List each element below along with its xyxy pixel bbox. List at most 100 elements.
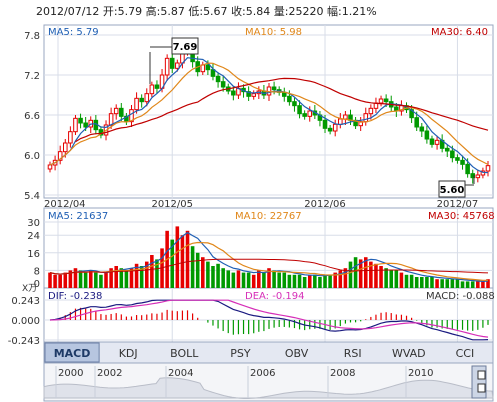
tab-rsi[interactable]: RSI xyxy=(325,343,380,362)
price-tick-label: 5.4 xyxy=(24,191,40,202)
candle-body xyxy=(251,93,257,97)
grid-lines xyxy=(44,25,493,342)
header-change: 1.21% xyxy=(342,5,377,18)
candle-body xyxy=(322,119,328,129)
tab-background[interactable] xyxy=(157,343,212,362)
volume-bar xyxy=(99,274,103,288)
timeline-year-label: 2010 xyxy=(408,368,433,379)
tab-background[interactable] xyxy=(269,343,324,362)
volume-bar xyxy=(333,272,337,288)
tab-label[interactable]: MACD xyxy=(54,347,91,360)
timeline-navigator[interactable]: 2000 2002 2004 2006 2008 2010 xyxy=(43,362,494,402)
volume-bar xyxy=(236,270,241,288)
volume-bar xyxy=(257,270,261,288)
volume-bar xyxy=(313,274,317,288)
tab-psy[interactable]: PSY xyxy=(213,343,268,362)
tab-wvad[interactable]: WVAD xyxy=(381,343,436,362)
volume-bar xyxy=(155,259,159,288)
candle-body xyxy=(419,126,425,132)
volume-bar xyxy=(104,272,108,288)
header-date: 2012/07/12 xyxy=(36,5,99,18)
candle-body xyxy=(271,86,277,91)
candle-body xyxy=(134,97,139,111)
volume-bar xyxy=(338,270,343,288)
macd-tick-label: -0.243 xyxy=(8,336,40,347)
tab-label[interactable]: WVAD xyxy=(392,347,426,360)
volume-bar xyxy=(384,268,388,288)
volume-bar xyxy=(389,270,394,288)
volume-bar xyxy=(481,281,485,288)
tab-background[interactable] xyxy=(44,342,100,363)
volume-bar xyxy=(129,268,134,288)
timeline-handle-grip-bottom[interactable] xyxy=(477,383,486,393)
volume-bar xyxy=(374,263,378,288)
indicator-tabs: MACD KDJ BOLL PSY OBV RSI WVAD CCI xyxy=(43,341,494,364)
macd-tick-label: 0.243 xyxy=(11,296,40,307)
candle-body xyxy=(475,174,481,179)
header-open: 5.79 xyxy=(118,5,143,18)
volume-bar xyxy=(134,263,139,288)
volume-bar xyxy=(124,270,129,288)
tab-label[interactable]: KDJ xyxy=(119,347,138,360)
volume-bar xyxy=(226,270,231,288)
volume-unit-label: X万 xyxy=(22,284,37,294)
tab-label[interactable]: PSY xyxy=(230,347,251,360)
volume-tick-label: 8 xyxy=(34,266,40,277)
tab-background[interactable] xyxy=(437,343,492,362)
volume-bar xyxy=(206,261,210,288)
tab-background[interactable] xyxy=(381,343,436,362)
volume-bar xyxy=(185,230,190,288)
candle-body xyxy=(113,107,119,115)
header-quote: 2012/07/12 开:5.79 高:5.87 低:5.67 收:5.84 量… xyxy=(36,4,377,18)
volume-bar xyxy=(409,274,414,288)
volume-bar xyxy=(73,268,78,288)
volume-tick-label: 24 xyxy=(27,231,40,242)
header-volume-label: 量: xyxy=(274,5,289,18)
tab-label[interactable]: RSI xyxy=(344,347,362,360)
tab-background[interactable] xyxy=(325,343,380,362)
volume-bar xyxy=(216,263,220,288)
candle-body xyxy=(434,139,440,145)
tab-label[interactable]: BOLL xyxy=(170,347,199,360)
volume-bar xyxy=(363,257,368,288)
candle-body xyxy=(119,107,124,117)
tab-background[interactable] xyxy=(101,343,156,362)
volume-tick-label: 16 xyxy=(27,249,40,260)
tab-label[interactable]: OBV xyxy=(285,347,309,360)
header-low-label: 低: xyxy=(188,5,203,18)
tab-kdj[interactable]: KDJ xyxy=(101,343,156,362)
volume-tick-label: 30 xyxy=(27,218,40,229)
volume-bar xyxy=(292,274,297,288)
price-tick-label: 6.6 xyxy=(24,111,40,122)
volume-bar xyxy=(369,261,373,288)
header-open-label: 开: xyxy=(103,5,118,18)
price-panel xyxy=(43,24,494,199)
volume-bar xyxy=(277,272,281,288)
timeline-handle-grip-top[interactable] xyxy=(477,370,486,380)
volume-bar xyxy=(353,257,358,288)
macd-plot xyxy=(49,299,489,341)
tab-label[interactable]: CCI xyxy=(456,347,475,360)
tab-macd[interactable]: MACD xyxy=(44,342,100,363)
candle-body xyxy=(332,123,338,132)
macd-legend-dea: DEA: -0.194 xyxy=(245,291,304,302)
candle-body xyxy=(287,95,292,103)
volume-bar xyxy=(175,226,180,288)
candle-body xyxy=(297,105,302,115)
volume-bar xyxy=(394,270,399,288)
tab-cci[interactable]: CCI xyxy=(437,343,492,362)
volume-bar xyxy=(58,274,62,288)
tab-obv[interactable]: OBV xyxy=(269,343,324,362)
tab-boll[interactable]: BOLL xyxy=(157,343,212,362)
candle-body xyxy=(83,122,88,128)
candle-body xyxy=(164,57,170,76)
timeline-year-label: 2008 xyxy=(330,368,355,379)
volume-bar xyxy=(445,279,450,288)
volume-ma30-line xyxy=(49,258,489,275)
low-annotation: 5.60 xyxy=(438,175,475,198)
volume-bar xyxy=(455,279,460,288)
tab-background[interactable] xyxy=(213,343,268,362)
candle-body xyxy=(169,57,175,69)
candle-body xyxy=(144,93,150,103)
candle-body xyxy=(78,117,83,124)
